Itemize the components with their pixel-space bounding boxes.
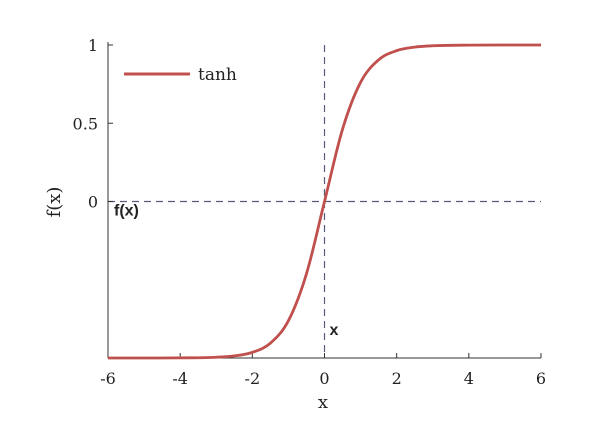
reference-labels: x f(x) bbox=[114, 203, 339, 340]
y-ticks: 00.51 bbox=[73, 36, 113, 212]
x-ticks: -6 -4 -2 0 2 4 6 bbox=[100, 353, 546, 388]
legend-label-tanh: tanh bbox=[198, 65, 237, 85]
x-tick-label: -6 bbox=[100, 369, 116, 388]
x-tick-label: -2 bbox=[245, 369, 261, 388]
legend: tanh bbox=[124, 65, 237, 85]
series-line-tanh bbox=[107, 43, 542, 360]
x-tick-label: 4 bbox=[464, 369, 474, 388]
y-axis-label: f(x) bbox=[44, 187, 65, 218]
series-group bbox=[107, 43, 542, 360]
x-axis-label: x bbox=[318, 392, 328, 413]
x-tick-label: -4 bbox=[172, 369, 188, 388]
x-tick-label: 0 bbox=[319, 369, 329, 388]
y-tick-label: 1 bbox=[88, 36, 98, 55]
vertical-reference-label: x bbox=[330, 322, 339, 339]
y-tick-label: 0 bbox=[88, 193, 98, 212]
x-tick-label: 2 bbox=[392, 369, 402, 388]
x-tick-label: 6 bbox=[536, 369, 546, 388]
y-tick-label: 0.5 bbox=[73, 114, 98, 133]
horizontal-reference-label: f(x) bbox=[114, 203, 139, 220]
